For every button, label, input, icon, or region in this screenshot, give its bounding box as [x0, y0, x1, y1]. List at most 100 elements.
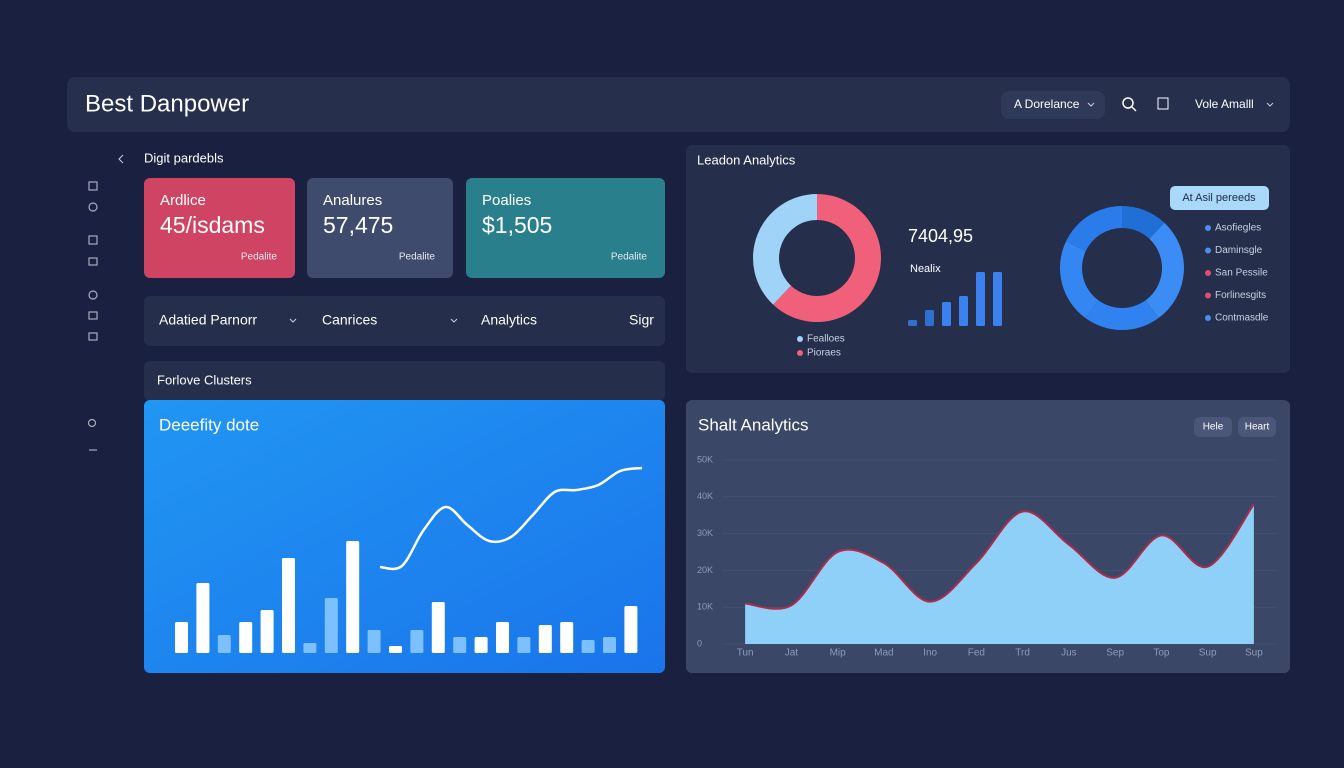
tabs: Adatied Parnorr Canrices Analytics Sigr — [159, 312, 654, 328]
bar — [624, 606, 638, 653]
button-label[interactable]: Hele — [1203, 422, 1224, 433]
area-fill — [745, 504, 1254, 644]
cluster-panel — [144, 400, 665, 673]
donut-slice — [1060, 241, 1099, 319]
stat-card — [307, 178, 453, 278]
donut-slice — [1085, 300, 1159, 330]
button[interactable] — [1238, 417, 1276, 437]
x-tick-label: Sup — [1245, 648, 1263, 659]
x-tick-label: Sup — [1199, 648, 1217, 659]
legend-dot — [797, 350, 803, 356]
area-line — [745, 503, 1255, 610]
bar — [196, 583, 210, 653]
cards: Ardlice 45/isdams Pedalite Analures 57,475 Pe… — [144, 178, 665, 278]
panel-title: Shalt Analytics — [698, 415, 809, 434]
tab-bar — [144, 296, 665, 346]
card-note: Pedalite — [611, 252, 648, 263]
dropdown[interactable] — [1001, 91, 1105, 119]
y-tick-label: 10K — [697, 602, 713, 612]
tab[interactable]: Canrices — [322, 312, 377, 328]
y-tick-label: 20K — [697, 565, 713, 575]
bar — [517, 637, 531, 653]
tab[interactable]: Adatied Parnorr — [159, 312, 257, 328]
x-tick-label: Tun — [737, 648, 754, 659]
legend-dot — [1205, 225, 1211, 231]
donut-slice — [753, 194, 817, 305]
donut-slice — [1065, 206, 1122, 251]
bar — [431, 602, 445, 653]
chevron — [1266, 102, 1274, 107]
search-icon — [1131, 106, 1137, 112]
bar — [217, 635, 231, 653]
back-icon[interactable] — [118, 154, 124, 164]
x-tick-label: Mad — [874, 648, 893, 659]
trend-line — [379, 466, 643, 571]
panel-title: Deeefity dote — [159, 415, 259, 434]
x-tick-label: Ino — [923, 648, 937, 659]
app-title: Best Danpower — [85, 90, 249, 117]
chevron — [1087, 102, 1095, 107]
search-icon[interactable] — [1122, 97, 1134, 109]
bar — [324, 598, 338, 653]
section-heading: Digit pardebls — [144, 150, 224, 165]
card-note: Pedalite — [399, 252, 436, 263]
legend-label: Contmasdle — [1215, 313, 1269, 324]
bar — [496, 622, 509, 653]
x-tick-label: Fed — [968, 648, 985, 659]
dropdown-label[interactable]: A Dorelance — [1014, 97, 1080, 111]
x-tick-label: Mip — [830, 648, 847, 659]
stat-card — [144, 178, 295, 278]
bar — [908, 320, 917, 326]
bar — [538, 625, 552, 653]
bar — [260, 610, 274, 653]
card-label: Poalies — [482, 192, 531, 209]
grid-icon[interactable] — [1157, 97, 1169, 110]
tab[interactable]: Analytics — [481, 312, 537, 328]
y-tick-label: 40K — [697, 491, 713, 501]
donut-slice — [1145, 222, 1185, 319]
card-value: $1,505 — [482, 212, 552, 238]
sidebar-icons — [87, 181, 98, 451]
header — [67, 77, 1290, 132]
bar — [282, 558, 295, 653]
bar — [389, 646, 402, 653]
legend-dot — [1205, 270, 1211, 276]
tab[interactable]: Sigr — [629, 312, 654, 328]
legend-dot — [797, 336, 803, 342]
x-tick-label: Jat — [785, 648, 799, 659]
x-tick-label: Top — [1153, 648, 1170, 659]
bar — [474, 637, 488, 653]
badge[interactable] — [1170, 186, 1269, 210]
y-tick-label: 0 — [697, 638, 702, 648]
bar — [303, 643, 317, 653]
card-value: 45/isdams — [160, 212, 265, 238]
cluster-header — [144, 361, 665, 401]
bar — [976, 272, 985, 326]
bar — [581, 640, 595, 653]
cluster-title: Forlove Clusters — [157, 372, 252, 387]
card-label: Ardlice — [160, 192, 206, 209]
y-tick-label: 30K — [697, 528, 713, 538]
bar — [239, 622, 253, 653]
legend-dot — [1205, 247, 1211, 254]
x-tick-label: Jus — [1061, 648, 1077, 659]
card-label: Analures — [323, 192, 382, 209]
bar — [453, 637, 467, 653]
panel-title: Leadon Analytics — [697, 152, 796, 167]
y-tick-label: 50K — [697, 454, 713, 464]
card-note: Pedalite — [241, 252, 278, 263]
button-label[interactable]: Heart — [1245, 422, 1270, 433]
legend-dot — [1205, 315, 1211, 321]
legend-label: Pioraes — [807, 348, 841, 359]
button[interactable] — [1194, 417, 1232, 437]
legend-label: Asofiegles — [1215, 223, 1261, 234]
legend-label: San Pessile — [1215, 268, 1268, 279]
legend-dot — [1205, 292, 1211, 299]
bar — [346, 541, 360, 653]
bar — [942, 302, 951, 326]
stat-card — [466, 178, 665, 278]
user-name[interactable]: Vole Amalll — [1195, 97, 1254, 111]
x-tick-label: Sep — [1106, 648, 1124, 659]
badge-label[interactable]: At Asil pereeds — [1182, 192, 1256, 204]
